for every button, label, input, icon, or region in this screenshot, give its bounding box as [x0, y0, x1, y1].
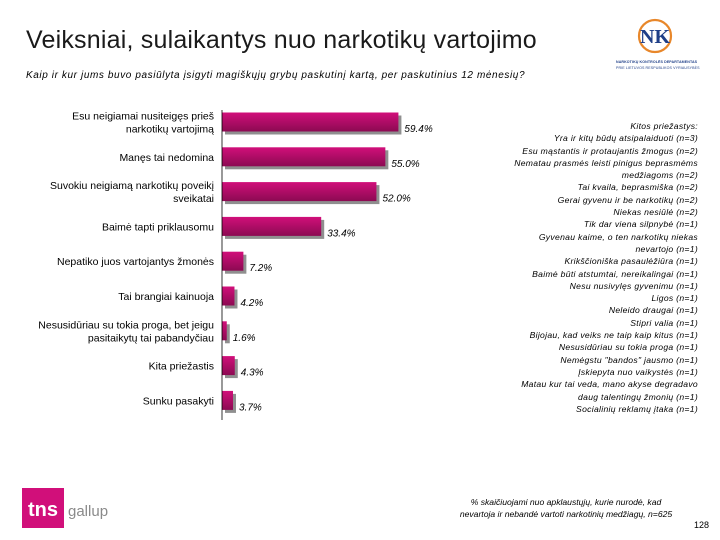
other-reason-item: Gyvenau kaime, o ten narkotikų niekas [538, 231, 698, 242]
other-reasons-heading: Kitos priežastys: [630, 121, 698, 131]
bar [222, 112, 399, 132]
footnote-line2: nevartoja ir nebandė vartoti narkotinių … [459, 509, 673, 519]
ndk-emblem-icon: NK [637, 18, 673, 54]
page-number: 128 [694, 520, 710, 530]
ndk-logo: NK NARKOTIKŲ KONTROLĖS DEPARTAMENTAS PRI… [614, 14, 700, 74]
other-reason-item: Nesu nusivylęs gyvenimu (n=1) [569, 280, 698, 291]
category-label: Manęs tai nedomina [119, 152, 214, 164]
tns-logo-text: tns [28, 499, 58, 521]
other-reason-item: Ligos (n=1) [651, 293, 698, 304]
other-reason-item: nevartojo (n=1) [635, 243, 698, 254]
ndk-logo-line2: PRIE LIETUVOS RESPUBLIKOS VYRIAUSYBĖS [616, 66, 700, 70]
category-label: Suvokiu neigiamą narkotikų poveikį [50, 180, 214, 192]
footnote: % skaičiuojami nuo apklaustųjų, kurie nu… [440, 496, 692, 520]
ndk-mark: NK [640, 26, 670, 48]
bar [222, 356, 235, 376]
category-label: Nesusidūriau su tokia proga, bet jeigu [38, 319, 214, 331]
other-reason-item: Baimė būti atstumtai, nereikalingai (n=1… [532, 268, 698, 279]
other-reason-item: Nematau prasmės leisti pinigus beprasmėm… [514, 157, 698, 168]
bar [222, 182, 377, 202]
bar [222, 147, 386, 167]
other-reason-item: medžiagoms (n=2) [621, 170, 698, 181]
other-reason-item: Krikščioniška pasaulėžiūra (n=1) [564, 256, 698, 267]
other-reason-item: Esu mąstantis ir protaujantis žmogus (n=… [522, 145, 698, 156]
category-label: Tai brangiai kainuoja [118, 291, 214, 303]
page-title: Veiksniai, sulaikantys nuo narkotikų var… [26, 26, 537, 54]
ndk-logo-line1: NARKOTIKŲ KONTROLĖS DEPARTAMENTAS [616, 60, 698, 64]
tns-logo-box [22, 488, 64, 528]
category-label: Sunku pasakyti [143, 395, 214, 407]
other-reason-item: daug talentingų žmonių (n=1) [578, 391, 698, 402]
other-reason-item: Tai kvaila, beprasmiška (n=2) [577, 182, 698, 193]
bar [222, 216, 322, 236]
other-reason-item: Socialinių reklamų įtaka (n=1) [576, 403, 698, 414]
other-reason-item: Neleido draugai (n=1) [608, 305, 698, 316]
question-subtitle: Kaip ir kur jums buvo pasiūlyta įsigyti … [26, 70, 526, 81]
data-label: 52.0% [382, 194, 410, 205]
category-label: Baimė tapti priklausomu [102, 221, 214, 233]
data-label: 4.2% [240, 298, 263, 309]
other-reason-item: Gerai gyvenu ir be narkotikų (n=2) [557, 194, 698, 205]
category-label: narkotikų vartojimą [126, 124, 214, 136]
bar [222, 286, 235, 306]
footnote-line1: % skaičiuojami nuo apklaustųjų, kurie nu… [470, 497, 662, 507]
bar-shadow [225, 324, 230, 344]
category-label: Nepatiko juos vartojantys žmonės [57, 256, 214, 268]
other-reason-item: Yra ir kitų būdų atsipalaiduoti (n=3) [553, 133, 698, 144]
data-label: 1.6% [233, 333, 256, 344]
data-label: 3.7% [239, 402, 262, 413]
data-label: 33.4% [327, 228, 355, 239]
gallup-logo-text: gallup [68, 503, 108, 520]
bar [222, 390, 233, 410]
data-label: 4.3% [241, 368, 264, 379]
bar [222, 321, 227, 341]
data-label: 59.4% [404, 124, 432, 135]
category-label: sveikatai [173, 193, 214, 205]
category-label: Esu neigiamai nusiteigęs prieš [72, 111, 214, 123]
category-label: pasitaikytų tai pabandyčiau [88, 332, 214, 344]
other-reason-item: Nemėgstu "bandos" jausmo (n=1) [560, 354, 698, 365]
other-reason-item: Įskiepyta nuo vaikystės (n=1) [578, 366, 698, 377]
tns-gallup-logo: tns gallup [22, 488, 132, 537]
other-reason-item: Niekas nesiūlė (n=2) [613, 207, 698, 218]
other-reasons-list: Kitos priežastys: Yra ir kitų būdų atsip… [470, 120, 698, 415]
other-reason-item: Matau kur tai veda, mano akyse degradavo [521, 379, 698, 390]
other-reason-item: Bijojau, kad veiks ne taip kaip kitus (n… [529, 330, 698, 341]
data-label: 55.0% [391, 159, 419, 170]
data-label: 7.2% [249, 263, 272, 274]
bar [222, 251, 244, 271]
bar-chart: 59.4% Esu neigiamai nusiteigęs priešnarko… [38, 110, 433, 420]
other-reason-item: Tik dar viena silpnybė (n=1) [583, 219, 698, 230]
category-label: Kita priežastis [149, 361, 214, 373]
other-reason-item: Nesusidūriau su tokia proga (n=1) [558, 342, 698, 353]
other-reason-item: Stipri valia (n=1) [630, 317, 698, 328]
